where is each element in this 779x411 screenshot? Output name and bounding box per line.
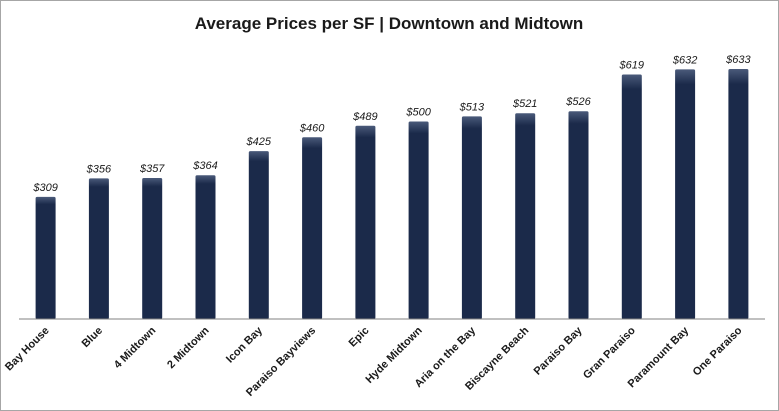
x-tick-label: Bay House [3, 325, 52, 374]
data-label: $357 [139, 163, 165, 175]
bar-paraiso-bay [568, 111, 589, 319]
bar-icon-bay [248, 151, 269, 319]
bar-gran-paraiso [621, 74, 642, 319]
data-label: $521 [512, 98, 537, 110]
x-tick-label: Gran Paraiso [581, 324, 638, 381]
x-tick-label: Icon Bay [224, 324, 266, 366]
data-label: $309 [32, 182, 57, 194]
data-label: $526 [565, 96, 591, 108]
data-label: $460 [299, 122, 325, 134]
data-label: $500 [405, 107, 431, 119]
data-label: $364 [192, 160, 217, 172]
x-tick-label: Paraiso Bay [532, 324, 586, 378]
bar-epic [355, 125, 376, 319]
bar-biscayne-beach [515, 113, 536, 319]
data-label: $489 [352, 111, 377, 123]
data-label: $619 [619, 60, 644, 72]
bar-4-midtown [142, 178, 163, 319]
data-label: $513 [459, 101, 485, 113]
x-tick-label: Hyde Midtown [364, 324, 425, 385]
x-tick-labels-group: Bay House Blue 4 Midtown 2 Midtown Icon Bay P… [3, 324, 745, 399]
data-label: $633 [725, 54, 751, 66]
bar-paramount-bay [675, 69, 696, 320]
data-label: $356 [86, 163, 112, 175]
x-tick-label: One Paraiso [691, 324, 745, 378]
bar-paraiso-bayviews [302, 137, 323, 319]
bars-group [35, 69, 749, 320]
x-tick-label: Blue [80, 325, 105, 350]
bar-aria-on-the-bay [461, 116, 482, 320]
x-tick-label: 2 Midtown [165, 324, 212, 371]
bar-2-midtown [195, 175, 216, 319]
x-tick-label: 4 Midtown [112, 324, 159, 371]
data-label: $632 [672, 54, 697, 66]
bar-one-paraiso [728, 69, 749, 319]
bar-bay-house [35, 196, 56, 319]
bar-blue [88, 178, 109, 319]
data-labels-group: $309 $356 $357 $364 $425 $460 $489 $500 $513 $521… [32, 54, 751, 194]
data-label: $425 [246, 136, 272, 148]
x-tick-label: Epic [347, 325, 372, 350]
bar-hyde-midtown [408, 121, 429, 319]
chart-title: Average Prices per SF | Downtown and Mid… [195, 14, 584, 33]
